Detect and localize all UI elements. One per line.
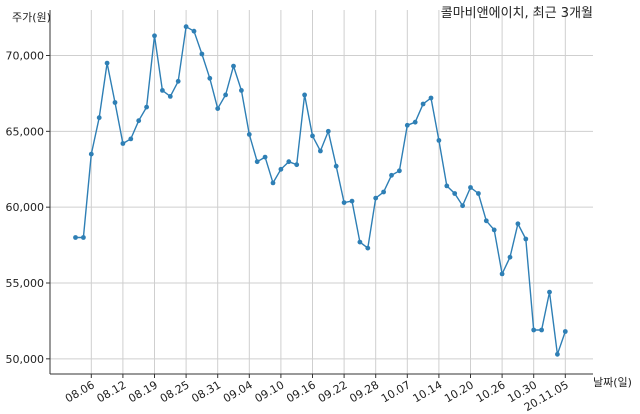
data-point xyxy=(144,104,150,110)
data-point xyxy=(562,329,568,334)
data-point xyxy=(81,235,86,240)
data-point xyxy=(199,51,205,57)
data-point xyxy=(207,75,213,81)
data-point xyxy=(183,24,189,30)
x-tick-label: 10.07 xyxy=(379,378,413,405)
x-tick-labels: 08.0608.1208.1908.2508.3109.0409.1009.16… xyxy=(63,374,571,414)
data-point xyxy=(420,101,426,107)
data-point xyxy=(412,119,418,125)
x-tick-label: 09.04 xyxy=(221,378,255,405)
x-tick-label: 08.12 xyxy=(95,378,129,405)
y-tick-label: 60,000 xyxy=(6,201,45,214)
y-tick-label: 70,000 xyxy=(6,50,45,63)
x-tick-label: 09.22 xyxy=(316,378,350,405)
vertical-gridlines xyxy=(90,10,566,374)
y-tick-label: 65,000 xyxy=(6,125,45,138)
data-point xyxy=(96,115,102,121)
x-tick-label: 10.20 xyxy=(442,378,476,405)
x-tick-label: 08.31 xyxy=(189,378,223,405)
data-point xyxy=(365,245,371,251)
data-point xyxy=(254,159,260,165)
data-point xyxy=(215,106,221,111)
data-point xyxy=(167,94,173,99)
data-point xyxy=(278,166,284,172)
data-point xyxy=(460,203,465,209)
x-tick-label: 09.28 xyxy=(347,378,381,405)
data-point xyxy=(476,191,481,196)
y-axis-title: 주가(원) xyxy=(12,11,51,24)
data-point xyxy=(112,100,118,105)
data-point xyxy=(246,132,252,137)
data-point xyxy=(88,151,94,157)
data-point xyxy=(507,254,513,260)
data-point xyxy=(333,163,339,169)
data-points xyxy=(73,24,568,357)
data-point xyxy=(294,162,300,168)
data-point xyxy=(160,88,165,93)
data-point xyxy=(262,154,268,160)
data-point xyxy=(120,141,126,146)
data-point xyxy=(397,168,402,174)
data-point xyxy=(444,183,450,189)
data-point xyxy=(381,189,386,195)
data-point xyxy=(318,148,323,154)
data-point xyxy=(389,172,394,178)
data-point xyxy=(349,198,355,204)
data-point xyxy=(468,185,473,190)
data-point xyxy=(436,138,442,143)
x-tick-label: 10.14 xyxy=(411,378,445,405)
data-point xyxy=(325,128,331,134)
x-tick-label: 09.16 xyxy=(284,378,318,405)
data-point xyxy=(302,92,307,98)
data-point xyxy=(239,88,244,93)
data-point xyxy=(499,271,505,277)
data-point xyxy=(286,159,292,165)
x-axis-title: 날짜(일) xyxy=(593,375,632,389)
data-point xyxy=(428,95,434,101)
horizontal-gridlines xyxy=(50,55,593,360)
x-tick-label: 09.10 xyxy=(253,378,287,405)
data-point xyxy=(223,92,229,98)
data-point xyxy=(555,351,560,357)
data-point xyxy=(104,60,110,66)
data-point xyxy=(357,239,363,245)
data-point xyxy=(341,200,347,206)
data-point xyxy=(531,327,537,333)
data-point xyxy=(73,235,78,240)
x-tick-label: 08.19 xyxy=(126,378,160,405)
data-point xyxy=(191,28,197,34)
data-point xyxy=(373,195,379,201)
x-tick-label: 08.25 xyxy=(158,378,192,405)
data-point xyxy=(452,191,458,196)
y-tick-label: 55,000 xyxy=(6,277,45,290)
data-point xyxy=(539,327,544,333)
x-tick-label: 08.06 xyxy=(63,378,97,405)
chart-title: 콜마비앤에이치, 최근 3개월 xyxy=(441,6,593,21)
data-point xyxy=(491,227,497,233)
data-point xyxy=(523,236,529,242)
y-tick-label: 50,000 xyxy=(6,353,45,366)
data-point xyxy=(175,78,181,84)
data-point xyxy=(483,218,489,224)
data-point xyxy=(231,63,236,69)
data-point xyxy=(152,33,157,39)
data-point xyxy=(310,133,315,139)
grid xyxy=(50,10,593,374)
data-point xyxy=(136,118,142,124)
data-point xyxy=(128,136,134,142)
data-point xyxy=(270,180,276,186)
series-line xyxy=(75,25,566,355)
y-tick-labels: 50,000 55,000 60,000 65,000 70,000 xyxy=(6,50,50,366)
x-tick-label: 10.26 xyxy=(474,378,508,405)
data-point xyxy=(404,122,410,128)
data-point xyxy=(515,221,521,227)
data-point xyxy=(547,289,552,295)
